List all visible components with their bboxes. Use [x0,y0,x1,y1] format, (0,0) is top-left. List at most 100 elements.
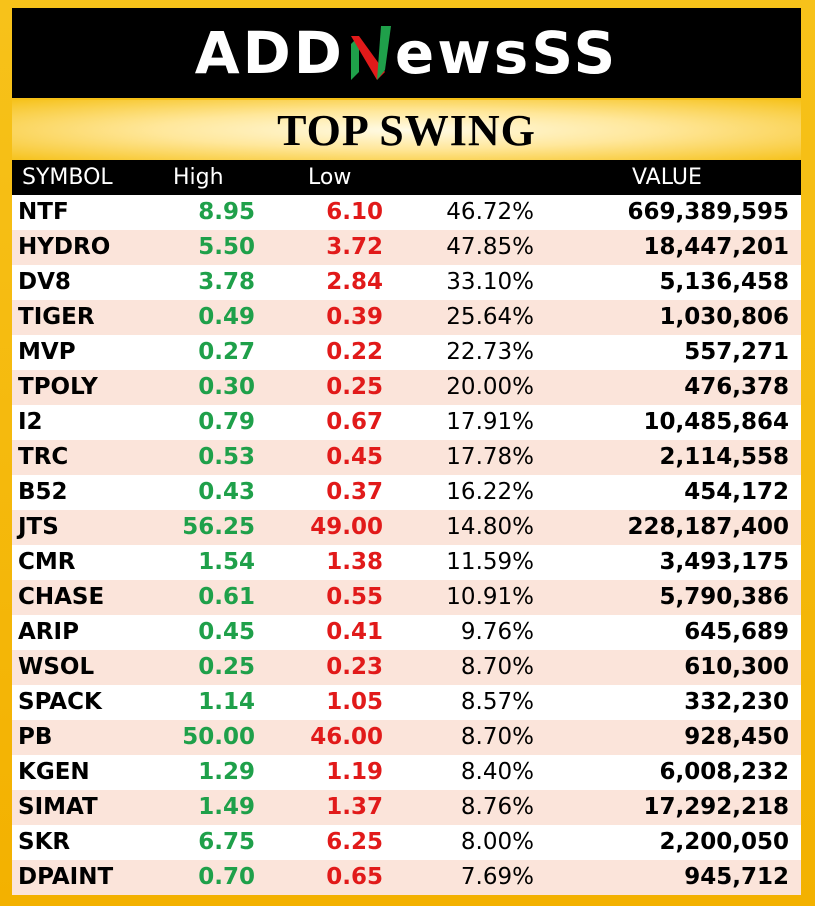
cell-symbol: SKR [18,829,71,855]
cell-percent: 22.73% [446,339,534,365]
cell-value: 2,114,558 [659,444,790,470]
cell-symbol: DV8 [18,269,71,295]
cell-low: 49.00 [310,514,383,540]
cell-high: 0.27 [198,339,255,365]
cell-symbol: DPAINT [18,864,114,890]
cell-symbol: HYDRO [18,234,111,260]
cell-high: 0.30 [198,374,255,400]
cell-high: 56.25 [182,514,255,540]
cell-high: 1.54 [198,549,255,575]
cell-value: 5,790,386 [659,584,790,610]
cell-low: 6.25 [326,829,383,855]
cell-high: 0.53 [198,444,255,470]
cell-low: 2.84 [326,269,383,295]
cell-symbol: ARIP [18,619,79,645]
cell-low: 0.23 [326,654,383,680]
cell-percent: 10.91% [446,584,534,610]
cell-high: 0.79 [198,409,255,435]
cell-low: 0.41 [326,619,383,645]
logo-bar: ADD ewsSS [12,8,801,98]
cell-high: 50.00 [182,724,255,750]
cell-value: 5,136,458 [659,269,790,295]
cell-symbol: TPOLY [18,374,98,400]
cell-low: 6.10 [326,199,383,225]
cell-percent: 46.72% [446,199,534,225]
cell-low: 0.37 [326,479,383,505]
cell-percent: 33.10% [446,269,534,295]
cell-high: 3.78 [198,269,255,295]
table-row: TIGER 0.49 0.39 25.64% 1,030,806 [12,300,801,335]
cell-high: 0.45 [198,619,255,645]
cell-low: 0.39 [326,304,383,330]
cell-value: 945,712 [684,864,789,890]
brand-logo: ADD ewsSS [195,19,619,87]
cell-high: 1.14 [198,689,255,715]
cell-percent: 7.69% [460,864,534,890]
table-row: PB 50.00 46.00 8.70% 928,450 [12,720,801,755]
cell-symbol: TIGER [18,304,95,330]
table-row: CHASE 0.61 0.55 10.91% 5,790,386 [12,580,801,615]
cell-low: 0.67 [326,409,383,435]
cell-percent: 25.64% [446,304,534,330]
cell-value: 2,200,050 [659,829,790,855]
cell-percent: 8.57% [460,689,534,715]
cell-high: 0.43 [198,479,255,505]
table-body: NTF 8.95 6.10 46.72% 669,389,595 HYDRO 5.50 3.7… [12,195,801,895]
cell-value: 557,271 [684,339,789,365]
cell-value: 454,172 [684,479,789,505]
table-row: I2 0.79 0.67 17.91% 10,485,864 [12,405,801,440]
cell-symbol: JTS [18,514,59,540]
cell-symbol: B52 [18,479,68,505]
cell-value: 928,450 [684,724,789,750]
cell-high: 8.95 [198,199,255,225]
cell-low: 46.00 [310,724,383,750]
cell-percent: 17.91% [446,409,534,435]
cell-low: 0.45 [326,444,383,470]
cell-low: 1.38 [326,549,383,575]
cell-value: 17,292,218 [643,794,789,820]
table-row: NTF 8.95 6.10 46.72% 669,389,595 [12,195,801,230]
cell-percent: 9.76% [460,619,534,645]
cell-low: 1.19 [326,759,383,785]
table-row: TRC 0.53 0.45 17.78% 2,114,558 [12,440,801,475]
cell-low: 0.55 [326,584,383,610]
table-row: SKR 6.75 6.25 8.00% 2,200,050 [12,825,801,860]
cell-high: 1.49 [198,794,255,820]
table-row: B52 0.43 0.37 16.22% 454,172 [12,475,801,510]
cell-symbol: PB [18,724,53,750]
cell-symbol: CMR [18,549,76,575]
cell-percent: 11.59% [446,549,534,575]
swing-table: SYMBOL High Low VALUE NTF 8.95 6.10 46.72% 6… [12,160,801,895]
table-row: ARIP 0.45 0.41 9.76% 645,689 [12,615,801,650]
n-logo-icon [350,26,391,80]
cell-high: 0.49 [198,304,255,330]
cell-value: 3,493,175 [659,549,790,575]
cell-value: 669,389,595 [627,199,789,225]
cell-low: 0.65 [326,864,383,890]
cell-symbol: MVP [18,339,76,365]
cell-low: 0.25 [326,374,383,400]
cell-symbol: CHASE [18,584,105,610]
cell-symbol: SPACK [18,689,102,715]
cell-percent: 8.76% [460,794,534,820]
table-row: DV8 3.78 2.84 33.10% 5,136,458 [12,265,801,300]
table-row: SPACK 1.14 1.05 8.57% 332,230 [12,685,801,720]
cell-high: 6.75 [198,829,255,855]
logo-prefix: ADD [194,19,345,87]
cell-value: 645,689 [684,619,789,645]
header-value: VALUE [632,165,702,190]
table-header: SYMBOL High Low VALUE [12,160,801,195]
table-row: TPOLY 0.30 0.25 20.00% 476,378 [12,370,801,405]
cell-symbol: KGEN [18,759,90,785]
cell-percent: 14.80% [446,514,534,540]
cell-high: 0.70 [198,864,255,890]
title-band: TOP SWING [12,100,801,160]
cell-percent: 16.22% [446,479,534,505]
cell-percent: 8.00% [460,829,534,855]
cell-high: 0.25 [198,654,255,680]
cell-value: 18,447,201 [643,234,789,260]
cell-low: 1.05 [326,689,383,715]
cell-high: 1.29 [198,759,255,785]
page-title: TOP SWING [277,105,536,155]
